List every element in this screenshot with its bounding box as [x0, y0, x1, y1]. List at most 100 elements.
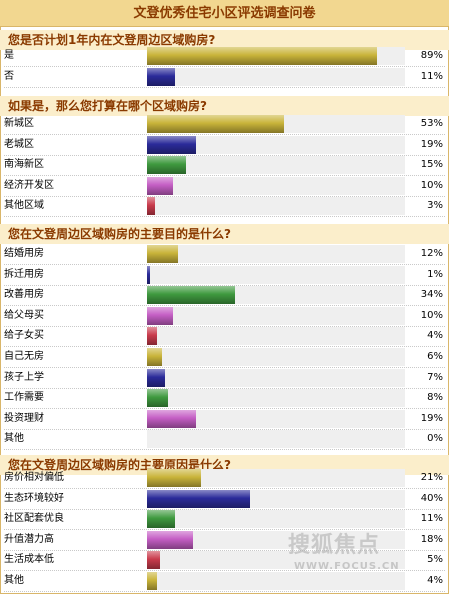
row-divider	[4, 87, 445, 88]
category-label: 孩子上学	[4, 372, 44, 383]
focus-watermark: 搜狐焦点 WWW.FOCUS.CN	[288, 527, 438, 577]
value-label: 12%	[420, 248, 443, 259]
value-label: 15%	[420, 159, 443, 170]
value-label: 5%	[427, 554, 443, 565]
category-label: 投资理财	[4, 413, 44, 424]
category-label: 给父母买	[4, 310, 44, 321]
bar-track	[147, 68, 405, 86]
category-label: 社区配套优良	[4, 513, 64, 524]
row-divider	[4, 367, 445, 368]
row-divider	[4, 326, 445, 327]
value-label: 89%	[420, 50, 443, 61]
category-label: 结婚用房	[4, 248, 44, 259]
row-divider	[4, 196, 445, 197]
bar	[147, 307, 173, 325]
value-label: 1%	[427, 269, 443, 280]
row-divider	[4, 529, 445, 530]
category-label: 老城区	[4, 139, 34, 150]
bar	[147, 510, 175, 528]
row-divider	[4, 285, 445, 286]
row-divider	[4, 216, 445, 217]
bar-track	[147, 156, 405, 174]
value-label: 3%	[427, 200, 443, 211]
bar	[147, 348, 162, 366]
row-divider	[4, 449, 445, 450]
bar-track	[147, 348, 405, 366]
question-title: 如果是，那么您打算在哪个区域购房?	[0, 96, 449, 116]
category-label: 升值潜力高	[4, 534, 54, 545]
bar-track	[147, 177, 405, 195]
bar	[147, 469, 201, 487]
bar	[147, 286, 235, 304]
category-label: 工作需要	[4, 392, 44, 403]
bar	[147, 197, 155, 215]
bar-track	[147, 531, 405, 549]
value-label: 10%	[420, 180, 443, 191]
category-label: 自己无房	[4, 351, 44, 362]
watermark-url: WWW.FOCUS.CN	[294, 561, 400, 572]
bar	[147, 115, 284, 133]
value-label: 0%	[427, 433, 443, 444]
row-divider	[4, 591, 445, 592]
bar-track	[147, 510, 405, 528]
bar	[147, 156, 186, 174]
row-divider	[4, 509, 445, 510]
category-label: 生态环境较好	[4, 493, 64, 504]
value-label: 40%	[420, 493, 443, 504]
bar-track	[147, 469, 405, 487]
row-divider	[4, 66, 445, 67]
category-label: 给子女买	[4, 330, 44, 341]
value-label: 19%	[420, 139, 443, 150]
value-label: 7%	[427, 372, 443, 383]
bar-track	[147, 327, 405, 345]
row-divider	[4, 488, 445, 489]
value-label: 11%	[420, 71, 443, 82]
value-label: 4%	[427, 330, 443, 341]
category-label: 否	[4, 71, 14, 82]
bar-track	[147, 197, 405, 215]
category-label: 其他	[4, 433, 24, 444]
row-divider	[4, 429, 445, 430]
watermark-logo-text: 搜狐焦点	[288, 533, 381, 558]
bar-track	[147, 410, 405, 428]
bar	[147, 410, 196, 428]
category-label: 是	[4, 50, 14, 61]
value-label: 8%	[427, 392, 443, 403]
bar	[147, 136, 196, 154]
question-title: 您是否计划1年内在文登周边区域购房?	[0, 30, 449, 50]
question-title: 您在文登周边区域购房的主要目的是什么?	[0, 224, 449, 244]
category-label: 南海新区	[4, 159, 44, 170]
bar-track	[147, 572, 405, 590]
value-label: 18%	[420, 534, 443, 545]
category-label: 房价相对偏低	[4, 472, 64, 483]
bar	[147, 266, 150, 284]
row-divider	[4, 134, 445, 135]
bar-track	[147, 551, 405, 569]
row-divider	[4, 550, 445, 551]
category-label: 经济开发区	[4, 180, 54, 191]
bar-track	[147, 245, 405, 263]
row-divider	[4, 408, 445, 409]
bar	[147, 68, 175, 86]
bar-track	[147, 369, 405, 387]
value-label: 4%	[427, 575, 443, 586]
bar-track	[147, 307, 405, 325]
bar	[147, 177, 173, 195]
category-label: 新城区	[4, 118, 34, 129]
bar	[147, 490, 250, 508]
value-label: 6%	[427, 351, 443, 362]
bar-track	[147, 266, 405, 284]
bar	[147, 389, 168, 407]
value-label: 53%	[420, 118, 443, 129]
row-divider	[4, 388, 445, 389]
category-label: 改善用房	[4, 289, 44, 300]
value-label: 11%	[420, 513, 443, 524]
category-label: 拆迁用房	[4, 269, 44, 280]
value-label: 19%	[420, 413, 443, 424]
bar	[147, 531, 193, 549]
bar	[147, 47, 377, 65]
category-label: 其他	[4, 575, 24, 586]
row-divider	[4, 570, 445, 571]
bar	[147, 572, 157, 590]
category-label: 其他区域	[4, 200, 44, 211]
